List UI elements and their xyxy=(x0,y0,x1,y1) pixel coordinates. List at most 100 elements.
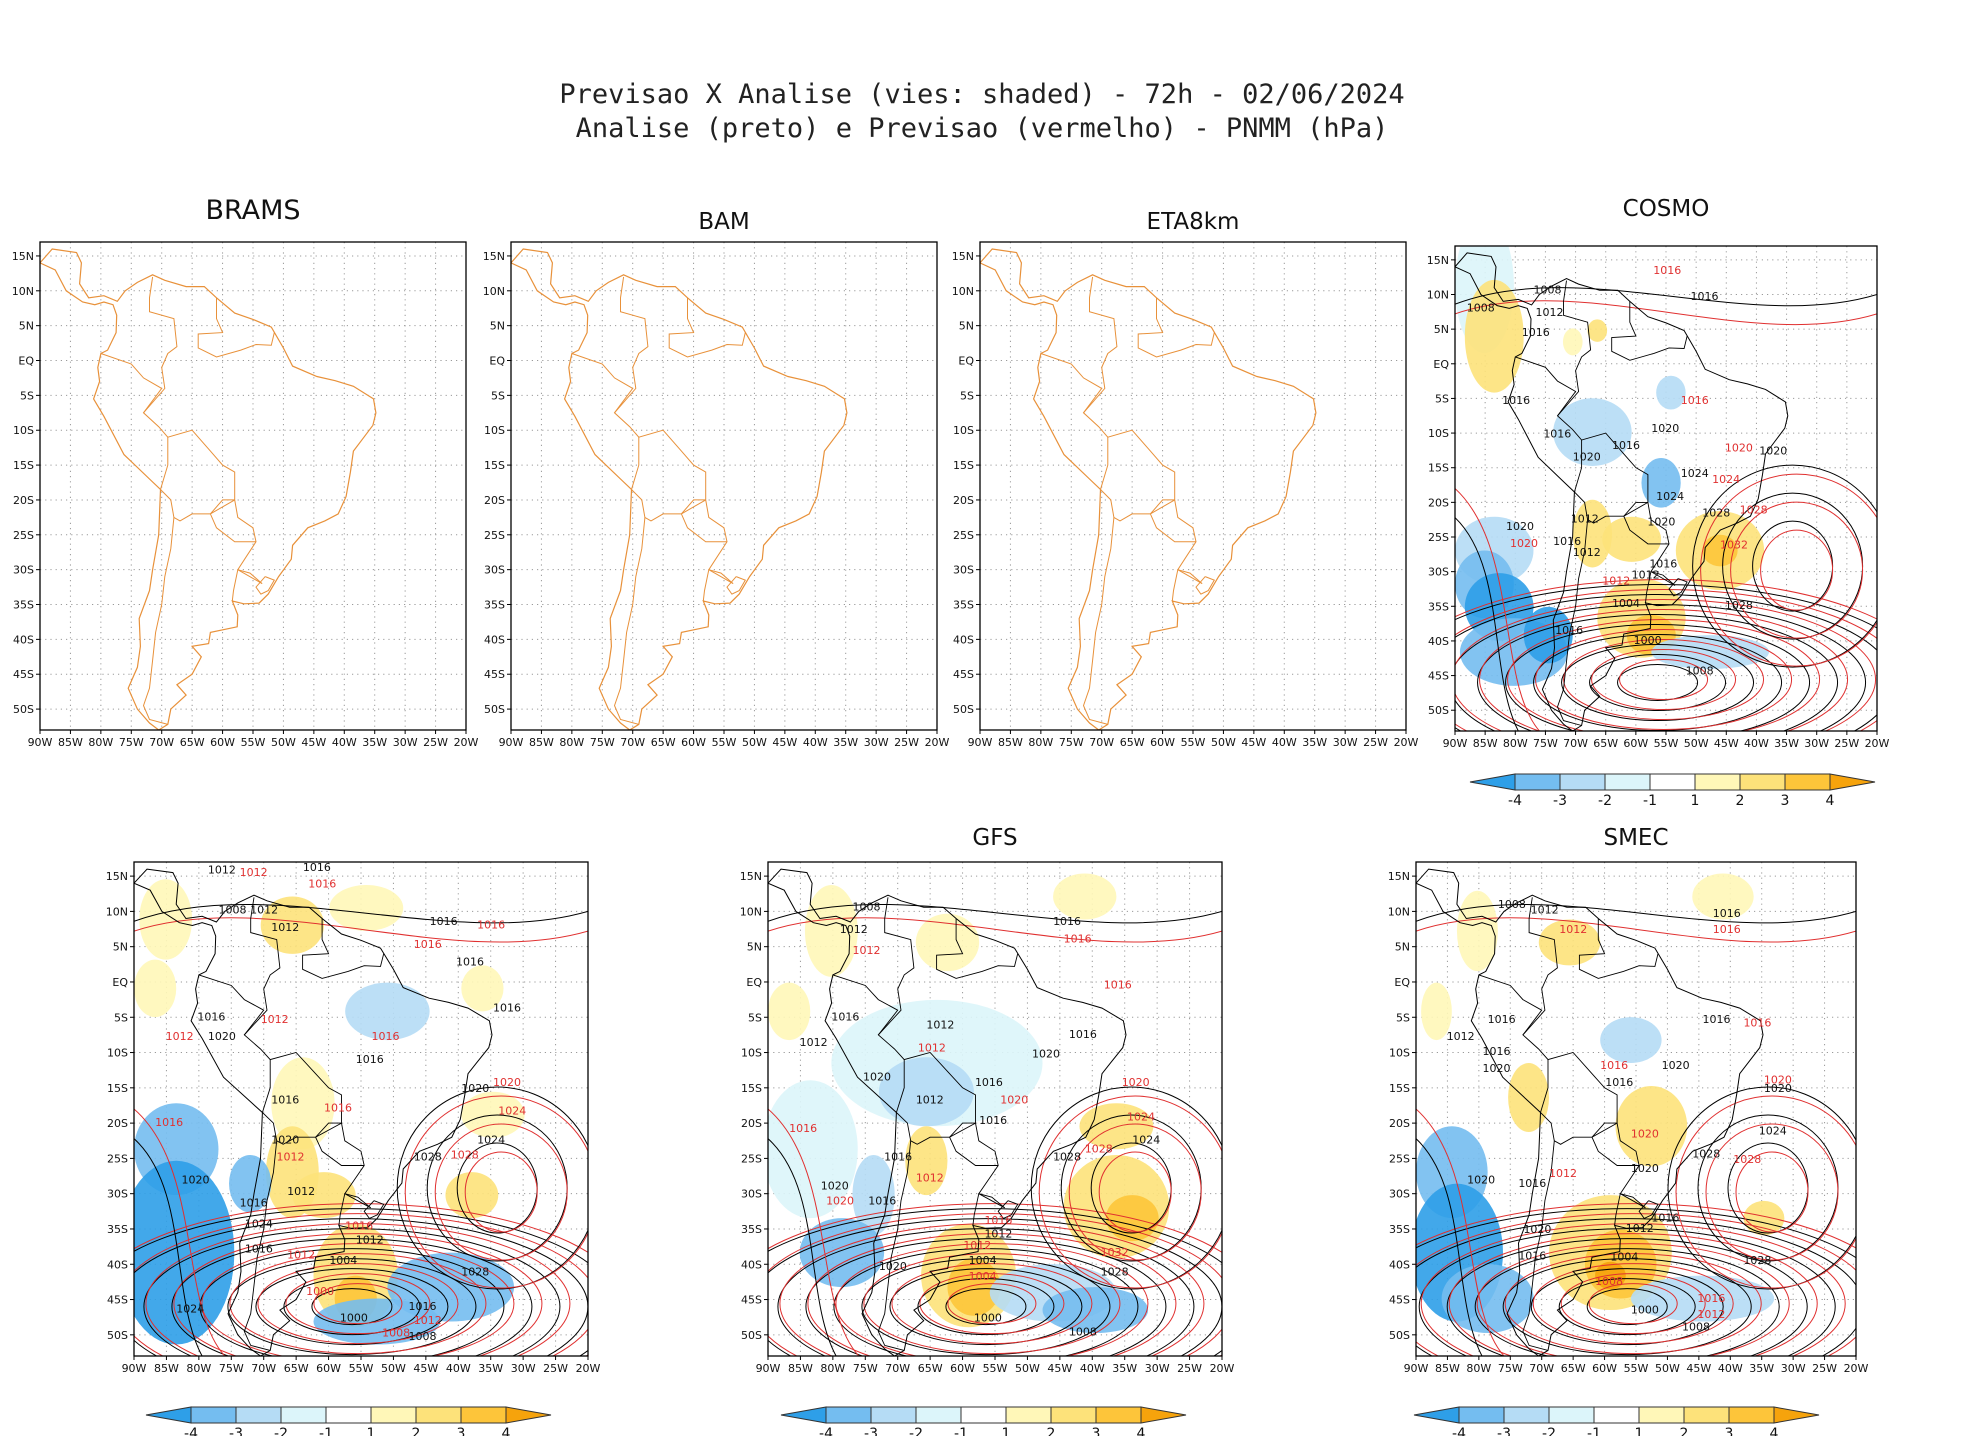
panel-bam-lon-label: 35W xyxy=(833,736,858,749)
colorbar-label: -4 xyxy=(1452,1426,1466,1436)
isobar-label: 1012 xyxy=(840,923,868,936)
bias-shading xyxy=(1641,458,1681,508)
bias-shading xyxy=(1553,398,1632,466)
panel-eta8km-lat-label: 40S xyxy=(953,633,974,646)
panel-brams-lon-label: 45W xyxy=(301,736,326,749)
isobar-label: 1016 xyxy=(356,1053,384,1066)
country-border xyxy=(877,1140,912,1351)
colorbar-segment xyxy=(1638,1406,1685,1424)
isobar-forecast xyxy=(779,1223,1205,1356)
isobar-analysis xyxy=(1692,464,1877,668)
isobar-label: 1016 xyxy=(308,877,336,890)
bias-shading xyxy=(1743,1200,1785,1236)
isobar-label: 1012 xyxy=(800,1036,828,1049)
panel-smec-lat-label: 50S xyxy=(1389,1329,1410,1342)
panel-gfs-lat-label: 15N xyxy=(740,870,762,883)
isobar-label: 1012 xyxy=(1549,1167,1577,1180)
isobar-label: 1016 xyxy=(1483,1045,1511,1058)
bias-shading xyxy=(1602,516,1662,562)
panel-smec-lon-label: 65W xyxy=(1561,1362,1586,1375)
panel-smec-lon-label: 60W xyxy=(1592,1362,1617,1375)
isobar-analysis xyxy=(768,903,1222,924)
panel-cosmo: 15N 10N 5N EQ 5S 10S 15S 20S 25S 30S 35S 40S 45S 50S 9… xyxy=(1427,196,1890,809)
isobar-label: 1020 xyxy=(1651,422,1679,435)
panel-bam-lon-label: 40W xyxy=(803,736,828,749)
isobar-label: 1016 xyxy=(345,1220,373,1233)
panel-smec-lat-label: 15N xyxy=(1388,870,1410,883)
colorbar-segment xyxy=(1514,773,1561,791)
isobar-label: 1016 xyxy=(975,1076,1003,1089)
colorbar-segment xyxy=(1649,773,1696,791)
panel-cosmo-lon-label: 25W xyxy=(1834,737,1859,750)
isobar-label: 1024 xyxy=(1712,473,1740,486)
isobar-analysis xyxy=(945,1288,1027,1326)
isobar-forecast xyxy=(1455,589,1877,731)
bias-shading xyxy=(329,884,404,931)
panel-panel5-lat-label: 10S xyxy=(107,1047,128,1060)
colorbar-segment xyxy=(1784,773,1831,791)
bias-shading xyxy=(1651,635,1770,669)
colorbar-segment xyxy=(1050,1406,1097,1424)
country-border xyxy=(1137,297,1215,358)
colorbar-segment xyxy=(1559,773,1606,791)
isobar-analysis xyxy=(805,1238,1167,1356)
colorbar-label: 3 xyxy=(1725,1426,1734,1436)
panel-brams-lat-label: 5N xyxy=(19,320,34,333)
country-border xyxy=(1614,1193,1646,1226)
panel-cosmo-frame xyxy=(1454,245,1878,732)
colorbar-label: -3 xyxy=(1497,1426,1511,1436)
bias-shading xyxy=(1464,279,1524,393)
panel-cosmo-lon-label: 60W xyxy=(1623,737,1648,750)
isobar-label: 1008 xyxy=(409,1330,437,1343)
panel-panel5-lat-label: 20S xyxy=(107,1117,128,1130)
bias-shading xyxy=(387,1252,515,1322)
panel-brams-lon-label: 40W xyxy=(332,736,357,749)
panel-smec-lon-label: 75W xyxy=(1498,1362,1523,1375)
panel-gfs-lat-label: 30S xyxy=(741,1188,762,1201)
panel-bam-lat-label: 10N xyxy=(483,285,505,298)
isobar-label: 1020 xyxy=(1467,1174,1495,1187)
colorbar-segment xyxy=(280,1406,327,1424)
panel-panel5-lon-label: 55W xyxy=(349,1362,374,1375)
country-border xyxy=(949,1122,999,1166)
isobar-forecast xyxy=(285,1273,431,1335)
country-border xyxy=(1645,571,1676,603)
panel-brams-lat-label: 15N xyxy=(12,250,34,263)
panel-bam-lon-label: 80W xyxy=(559,736,584,749)
panel-bam: 15N 10N 5N EQ 5S 10S 15S 20S 25S 30S 35S 40S 45S 50S 9… xyxy=(483,209,950,749)
country-border xyxy=(1623,501,1669,545)
isobar-label: 1016 xyxy=(197,1011,225,1024)
isobar-label: 1020 xyxy=(826,1194,854,1207)
panel-eta8km-lon-label: 50W xyxy=(1211,736,1236,749)
isobar-label: 1024 xyxy=(1127,1110,1155,1123)
isobar-label: 1016 xyxy=(1697,1292,1725,1305)
isobar-label: 1016 xyxy=(1703,1013,1731,1026)
panel-smec-lon-label: 70W xyxy=(1529,1362,1554,1375)
panel-bam-lat-label: 35S xyxy=(484,599,505,612)
panel-gfs-lon-label: 80W xyxy=(820,1362,845,1375)
panel-brams-lat-label: 5S xyxy=(20,389,34,402)
isobar-label: 1012 xyxy=(926,1019,954,1032)
isobar-forecast xyxy=(1760,529,1834,611)
isobar-label: 1016 xyxy=(1522,326,1550,339)
isobar-label: 1020 xyxy=(1631,1128,1659,1141)
isobar-label: 1020 xyxy=(1483,1062,1511,1075)
panel-bam-lat-label: EQ xyxy=(489,355,505,368)
panel-gfs-lat-label: 10N xyxy=(740,905,762,918)
panel-eta8km-lat-label: 5N xyxy=(959,320,974,333)
isobar-analysis xyxy=(1474,1248,1780,1356)
panel-panel5-lon-label: 60W xyxy=(316,1362,341,1375)
isobar-analysis xyxy=(1416,1138,1483,1356)
isobar-label: 1020 xyxy=(1122,1076,1150,1089)
panel-brams-lon-label: 65W xyxy=(180,736,205,749)
panel-gfs-lat-label: 5S xyxy=(748,1011,762,1024)
isobar-analysis xyxy=(1502,1258,1752,1356)
isobar-label: 1016 xyxy=(1553,535,1581,548)
colorbar-label: 3 xyxy=(457,1426,466,1436)
isobar-label: 1024 xyxy=(1132,1133,1160,1146)
bias-shading xyxy=(1587,319,1608,342)
isobar-label: 1028 xyxy=(414,1151,442,1164)
isobar-forecast xyxy=(891,1263,1093,1345)
panel-eta8km-lon-label: 40W xyxy=(1272,736,1297,749)
bias-shading xyxy=(134,1160,235,1345)
